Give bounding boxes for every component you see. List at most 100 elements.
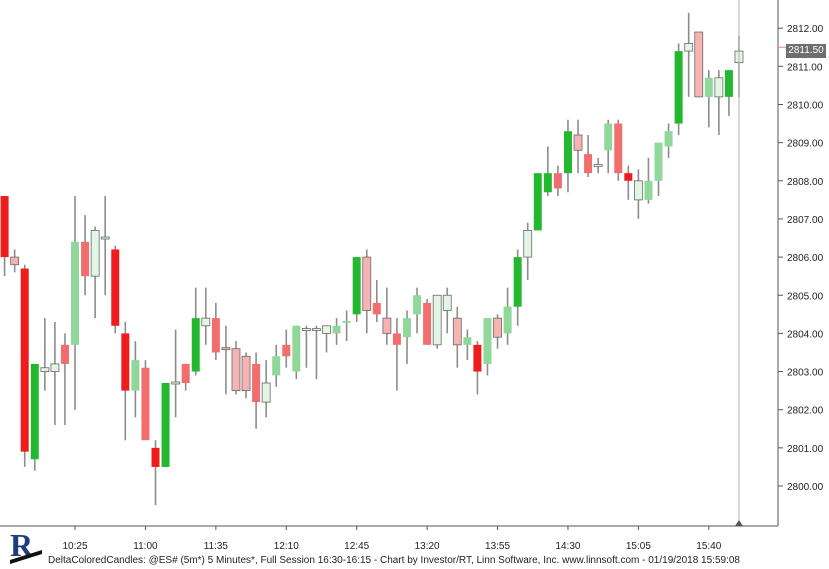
candle [322,325,331,353]
candle-body [684,43,694,52]
time-tick-label: 11:00 [133,541,158,552]
candle [432,294,442,349]
candle [161,382,170,467]
candle [362,249,372,334]
candle-body [483,318,492,364]
candle [392,318,401,391]
candle-body [100,236,110,240]
candle-body [503,306,512,334]
candle-body [30,363,39,460]
candle [403,310,411,364]
candle [563,119,572,193]
candle [714,70,724,136]
candle [191,287,200,376]
candle-body [0,196,9,258]
price-tick-label: 2806.00 [787,253,824,264]
candle [121,321,130,441]
candle [483,318,492,376]
candle-body [322,325,331,334]
candle-body [60,344,69,364]
price-tick-label: 2807.00 [787,215,824,226]
candle [252,352,261,429]
time-tick-label: 15:40 [696,541,721,552]
candle-body [714,77,724,98]
candle [171,329,181,418]
candle [704,70,713,128]
time-tick-label: 12:10 [274,541,299,552]
candle [332,318,341,345]
candle [201,287,211,345]
candle [352,257,361,322]
candle-body [252,363,261,403]
candle-series [0,12,744,506]
candle [604,119,613,174]
candle [644,157,653,204]
candle-body [301,328,311,331]
time-tick-label: 13:20 [415,541,440,552]
candle [674,43,683,136]
candle-body [201,317,211,327]
candle-body [553,173,562,189]
price-tick-label: 2811.00 [787,62,823,73]
candle-body [332,325,341,334]
candle [231,341,241,395]
candle [71,196,80,410]
candle [523,222,533,280]
candle-body [141,367,150,441]
candle-body [413,295,422,315]
price-axis: 2800.00 2801.00 2802.00 2803.00 2804.00 2805.… [777,0,824,526]
candle [81,215,90,296]
candle-body [352,257,361,315]
candle-body [71,241,80,345]
candle [413,287,422,334]
candle [20,264,29,467]
candle-body [20,268,29,452]
candle-body [161,382,170,467]
candle-body [533,173,542,231]
candle-body [282,344,291,357]
candle [442,287,452,334]
candle [342,310,351,342]
candle [423,299,432,345]
candle-body [442,294,452,311]
candle [553,165,562,197]
candle-body [151,447,160,467]
candle-body [593,164,603,167]
candle-body [131,360,140,391]
time-tick-label: 13:55 [485,541,510,552]
candle-body [664,131,673,147]
candle-body [171,381,181,385]
candle-body [633,180,643,201]
candle-body [81,241,90,277]
candle [221,325,231,395]
candle-body [423,302,432,345]
candle-body [543,173,552,193]
candle [261,360,271,418]
candle-body [463,337,472,345]
candle-body [272,356,281,376]
candle [694,31,704,98]
candle-body [403,318,411,338]
candle [181,363,190,391]
candle [312,325,321,380]
price-tick-label: 2802.00 [787,406,824,417]
candle-body [473,344,482,372]
candle-body [654,142,663,181]
candle-body [523,229,533,258]
candle-body [241,355,251,392]
candle [624,165,633,200]
candle-body [584,154,593,174]
candle-body [382,317,392,334]
candle-body [221,347,231,351]
candle-body [10,256,20,266]
candle [593,157,603,174]
candle-body [312,328,321,331]
candle [543,146,552,197]
price-tick-label: 2808.00 [787,177,824,188]
candle [493,314,502,349]
candle-body [50,363,60,372]
footer-status-text: DeltaColoredCandles: @ES# (5m*) 5 Minute… [48,555,740,566]
candle [573,119,583,174]
price-tick-label: 2809.00 [787,139,824,150]
candle-body [292,325,301,372]
